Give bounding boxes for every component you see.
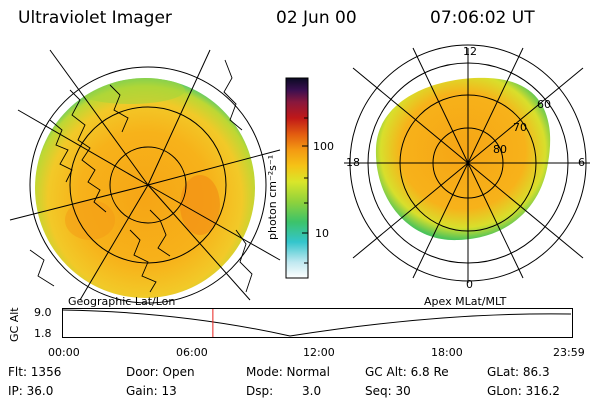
geo-image-disc [35, 78, 255, 298]
mlt-label-18: 18 [346, 156, 360, 169]
image-time: 07:06:02 UT [430, 8, 535, 28]
mlat-label-60: 60 [537, 98, 551, 111]
status-door: Door: Open [126, 365, 195, 379]
status-ip: IP: 36.0 [8, 384, 54, 398]
alt-xtick-2359: 23:59 [553, 346, 585, 359]
image-date: 02 Jun 00 [276, 8, 357, 28]
geographic-auroral-image [9, 49, 281, 304]
mlat-label-70: 70 [513, 121, 527, 134]
alt-xtick-0600: 06:00 [176, 346, 208, 359]
status-seq: Seq: 30 [365, 384, 411, 398]
alt-xtick-1200: 12:00 [303, 346, 335, 359]
coastlines [29, 59, 253, 293]
polar-auroral-image [344, 44, 590, 283]
status-glon: GLon: 316.2 [487, 384, 560, 398]
colorbar-ticks [302, 117, 308, 264]
alt-plot-ymax: 9.0 [34, 306, 52, 319]
alt-plot-ymin: 1.8 [34, 327, 52, 340]
status-dsp-value: 3.0 [302, 384, 322, 398]
status-flight: Flt: 1356 [8, 365, 62, 379]
colorbar-tick-10: 10 [315, 227, 329, 240]
colorbar-label: photon cm⁻²s⁻¹ [266, 154, 279, 240]
status-gc-alt: GC Alt: 6.8 Re [365, 365, 449, 379]
colorbar-tick-100: 100 [313, 140, 334, 153]
status-glat: GLat: 86.3 [487, 365, 550, 379]
app-title: Ultraviolet Imager [18, 8, 172, 28]
mlt-label-0: 0 [466, 278, 473, 291]
polar-panel-caption: Apex MLat/MLT [424, 295, 507, 308]
status-dsp-label: Dsp: [246, 384, 274, 398]
mlat-label-80: 80 [493, 143, 507, 156]
alt-plot-ylabel: GC Alt [8, 307, 21, 342]
altitude-plot [62, 308, 573, 338]
alt-xtick-0000: 00:00 [48, 346, 80, 359]
geo-panel-caption: Geographic Lat/Lon [68, 295, 176, 308]
status-mode: Mode: Normal [246, 365, 330, 379]
colorbar [285, 77, 309, 279]
alt-xtick-1800: 18:00 [431, 346, 463, 359]
alt-plot-frame [62, 308, 573, 338]
mlt-label-6: 6 [578, 156, 585, 169]
alt-curve [62, 309, 572, 337]
mlt-label-12: 12 [463, 45, 477, 58]
geo-grid [9, 49, 281, 304]
status-gain: Gain: 13 [126, 384, 177, 398]
polar-grid [344, 44, 590, 283]
